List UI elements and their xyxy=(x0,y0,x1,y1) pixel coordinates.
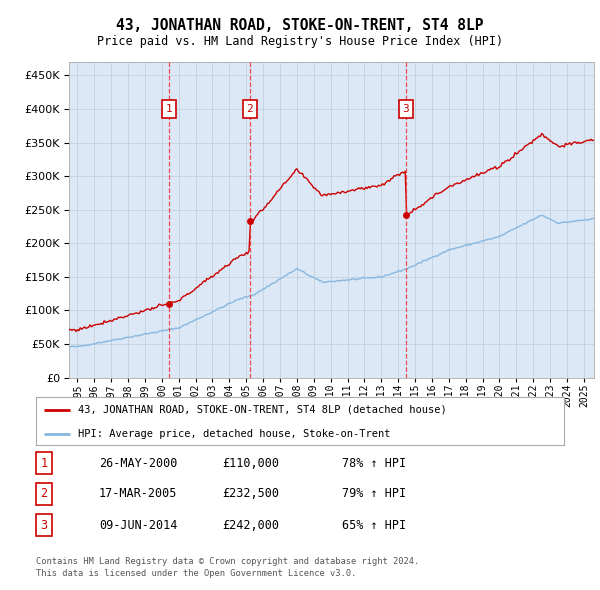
Text: £110,000: £110,000 xyxy=(222,457,279,470)
Text: 79% ↑ HPI: 79% ↑ HPI xyxy=(342,487,406,500)
Text: £242,000: £242,000 xyxy=(222,519,279,532)
Text: 3: 3 xyxy=(403,104,409,114)
Text: 3: 3 xyxy=(40,519,47,532)
Text: 2: 2 xyxy=(40,487,47,500)
Text: £232,500: £232,500 xyxy=(222,487,279,500)
Text: 78% ↑ HPI: 78% ↑ HPI xyxy=(342,457,406,470)
Text: 2: 2 xyxy=(247,104,253,114)
Text: HPI: Average price, detached house, Stoke-on-Trent: HPI: Average price, detached house, Stok… xyxy=(78,429,391,439)
Text: 17-MAR-2005: 17-MAR-2005 xyxy=(99,487,178,500)
Text: 26-MAY-2000: 26-MAY-2000 xyxy=(99,457,178,470)
Text: This data is licensed under the Open Government Licence v3.0.: This data is licensed under the Open Gov… xyxy=(36,569,356,578)
Text: 1: 1 xyxy=(165,104,172,114)
Text: Price paid vs. HM Land Registry's House Price Index (HPI): Price paid vs. HM Land Registry's House … xyxy=(97,35,503,48)
Text: 43, JONATHAN ROAD, STOKE-ON-TRENT, ST4 8LP (detached house): 43, JONATHAN ROAD, STOKE-ON-TRENT, ST4 8… xyxy=(78,405,447,415)
Text: Contains HM Land Registry data © Crown copyright and database right 2024.: Contains HM Land Registry data © Crown c… xyxy=(36,558,419,566)
Text: 1: 1 xyxy=(40,457,47,470)
Text: 65% ↑ HPI: 65% ↑ HPI xyxy=(342,519,406,532)
Text: 43, JONATHAN ROAD, STOKE-ON-TRENT, ST4 8LP: 43, JONATHAN ROAD, STOKE-ON-TRENT, ST4 8… xyxy=(116,18,484,32)
Text: 09-JUN-2014: 09-JUN-2014 xyxy=(99,519,178,532)
